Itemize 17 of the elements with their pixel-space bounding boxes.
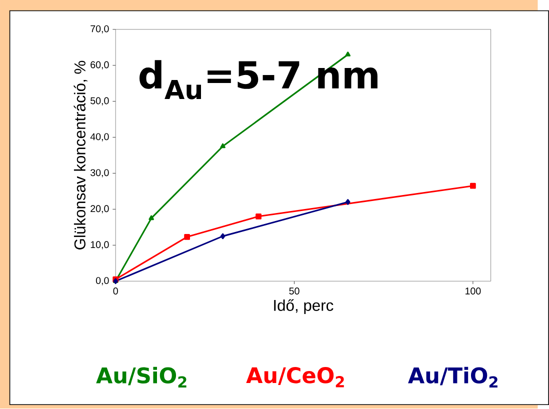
x-tick-label: 0 <box>113 288 118 295</box>
text: Au/CeO$_{2}$ <box>246 367 344 388</box>
annotation: d$_{Au}$=5-7 nm <box>140 60 378 100</box>
x-axis-title: Idő, perc <box>274 300 334 314</box>
y-tick-label: 70,0 <box>90 26 109 34</box>
x-tick-label: 100 <box>466 288 481 295</box>
text: Au/TiO$_{2}$ <box>408 367 498 388</box>
y-axis-title: Glükonsav koncentráció, % <box>74 61 88 250</box>
text: Au/SiO$_{2}$ <box>96 367 186 388</box>
y-tick-label: 0,0 <box>96 277 109 286</box>
y-tick-label: 50,0 <box>90 98 109 106</box>
y-tick-label: 40,0 <box>90 133 109 142</box>
y-tick-label: 20,0 <box>90 205 109 214</box>
y-tick-label: 10,0 <box>90 241 109 250</box>
x-tick-label: 50 <box>289 288 300 295</box>
y-tick-label: 60,0 <box>90 62 109 70</box>
y-tick-label: 30,0 <box>90 169 109 178</box>
